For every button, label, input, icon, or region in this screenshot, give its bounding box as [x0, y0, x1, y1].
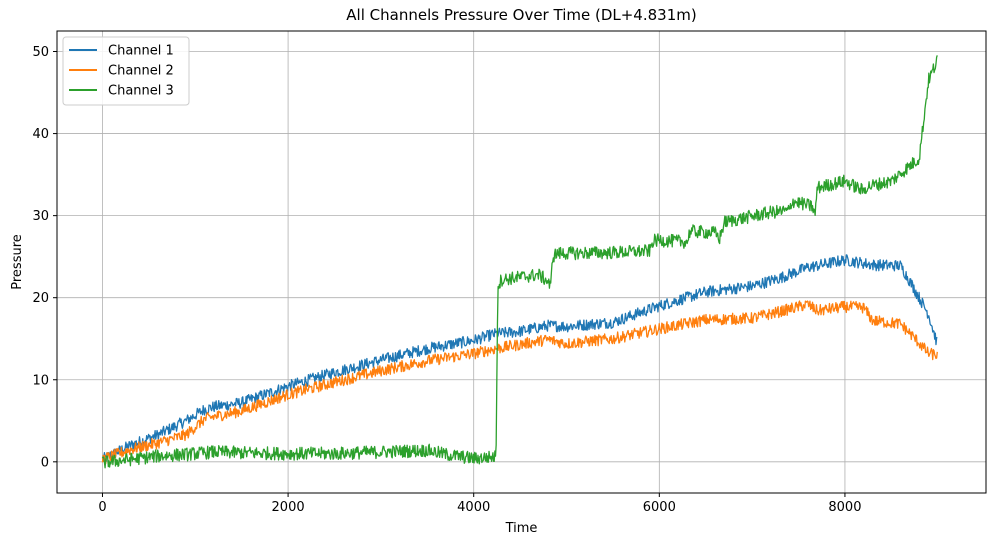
x-tick-label: 4000	[457, 500, 490, 515]
y-tick-label: 30	[32, 209, 49, 224]
x-axis-ticks: 0 2000 4000 6000 8000	[98, 493, 861, 515]
y-axis-ticks: 0 10 20 30 40 50	[32, 45, 57, 470]
horizontal-gridlines	[57, 51, 986, 463]
vertical-gridlines	[102, 31, 846, 493]
series-line-channel-1	[101, 254, 938, 462]
y-axis-label: Pressure	[10, 234, 25, 290]
series-line-channel-3	[101, 55, 938, 469]
plot-background	[57, 31, 986, 493]
legend-label-channel-3: Channel 3	[108, 84, 174, 99]
y-tick-label: 0	[41, 455, 49, 470]
legend: Channel 1 Channel 2 Channel 3	[62, 36, 190, 106]
x-tick-label: 8000	[828, 500, 861, 515]
x-axis-label: Time	[505, 521, 538, 536]
x-tick-label: 6000	[643, 500, 676, 515]
legend-label-channel-1: Channel 1	[108, 44, 174, 59]
y-tick-label: 50	[32, 45, 49, 60]
y-tick-label: 20	[32, 291, 49, 306]
y-tick-label: 40	[32, 127, 49, 142]
chart-title: All Channels Pressure Over Time (DL+4.83…	[346, 6, 696, 24]
x-tick-label: 2000	[272, 500, 305, 515]
plot-frame	[56, 30, 987, 494]
y-tick-label: 10	[32, 373, 49, 388]
legend-box	[62, 36, 190, 106]
series-line-channel-2	[101, 300, 938, 465]
series-lines	[101, 55, 938, 469]
legend-label-channel-2: Channel 2	[108, 64, 174, 79]
x-tick-label: 0	[98, 500, 106, 515]
